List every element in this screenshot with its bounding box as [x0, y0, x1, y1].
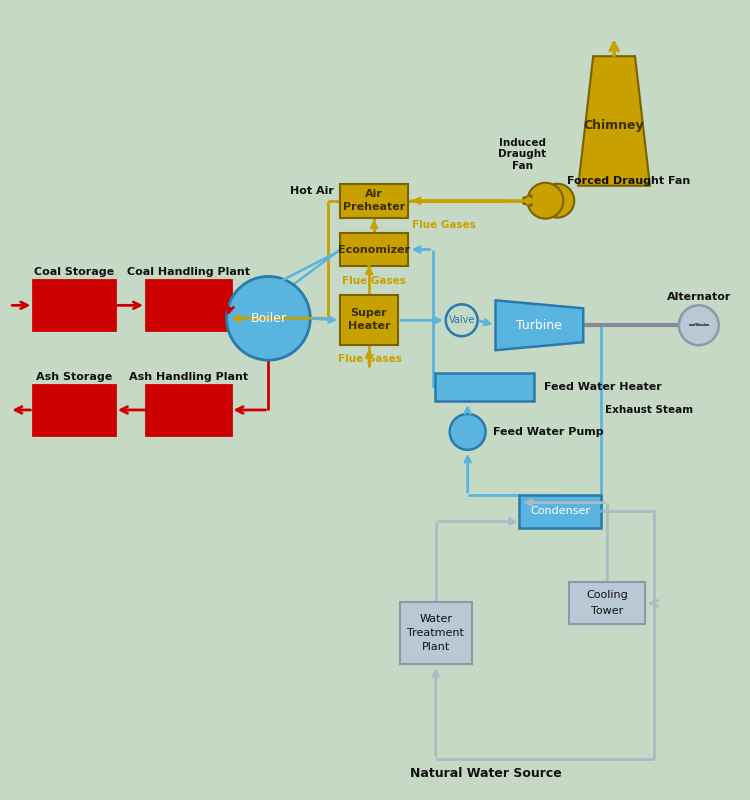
- Circle shape: [679, 306, 718, 345]
- Circle shape: [541, 184, 574, 218]
- Text: Flue Gases: Flue Gases: [338, 354, 402, 364]
- Text: Treatment: Treatment: [407, 628, 464, 638]
- Bar: [146, 385, 230, 435]
- Text: Turbine: Turbine: [517, 318, 562, 332]
- Text: Forced Draught Fan: Forced Draught Fan: [567, 176, 691, 186]
- Text: Exhaust Steam: Exhaust Steam: [605, 405, 693, 415]
- Bar: [435, 373, 535, 401]
- Circle shape: [446, 304, 478, 336]
- Text: Feed Water Pump: Feed Water Pump: [493, 427, 603, 437]
- Text: Flue Gases: Flue Gases: [412, 220, 476, 230]
- Bar: [340, 233, 408, 266]
- Text: ~: ~: [691, 316, 707, 334]
- Text: Ash Storage: Ash Storage: [36, 372, 112, 382]
- Circle shape: [527, 182, 563, 218]
- Text: Plant: Plant: [422, 642, 450, 652]
- Text: Valve: Valve: [448, 315, 475, 326]
- Circle shape: [450, 414, 485, 450]
- Text: Preheater: Preheater: [343, 202, 405, 212]
- Text: Water: Water: [419, 614, 452, 624]
- Text: Alternator: Alternator: [667, 292, 731, 302]
- Text: Super: Super: [351, 308, 388, 318]
- Text: Coal Handling Plant: Coal Handling Plant: [127, 267, 250, 278]
- Text: Flue Gases: Flue Gases: [342, 276, 406, 286]
- Polygon shape: [496, 300, 584, 350]
- Bar: [33, 385, 115, 435]
- Text: Heater: Heater: [348, 322, 390, 331]
- Text: Cooling: Cooling: [586, 590, 628, 600]
- Text: Air: Air: [365, 189, 383, 198]
- Bar: [340, 295, 398, 345]
- Text: Economizer: Economizer: [338, 245, 410, 254]
- Bar: [569, 582, 645, 624]
- Text: Natural Water Source: Natural Water Source: [410, 767, 562, 780]
- Bar: [146, 281, 230, 330]
- Text: Coal Storage: Coal Storage: [34, 267, 114, 278]
- Polygon shape: [524, 196, 532, 206]
- Circle shape: [226, 277, 310, 360]
- Text: Hot Air: Hot Air: [290, 186, 334, 196]
- Text: Boiler: Boiler: [251, 312, 286, 325]
- Bar: [400, 602, 472, 664]
- Text: Condenser: Condenser: [530, 506, 590, 516]
- Text: Feed Water Heater: Feed Water Heater: [544, 382, 662, 392]
- Text: Ash Handling Plant: Ash Handling Plant: [129, 372, 248, 382]
- Text: Induced
Draught
Fan: Induced Draught Fan: [499, 138, 547, 170]
- Text: Chimney: Chimney: [584, 119, 644, 133]
- Bar: [340, 184, 408, 218]
- Bar: [520, 494, 602, 527]
- Text: Tower: Tower: [591, 606, 623, 616]
- Polygon shape: [578, 56, 650, 186]
- Bar: [33, 281, 115, 330]
